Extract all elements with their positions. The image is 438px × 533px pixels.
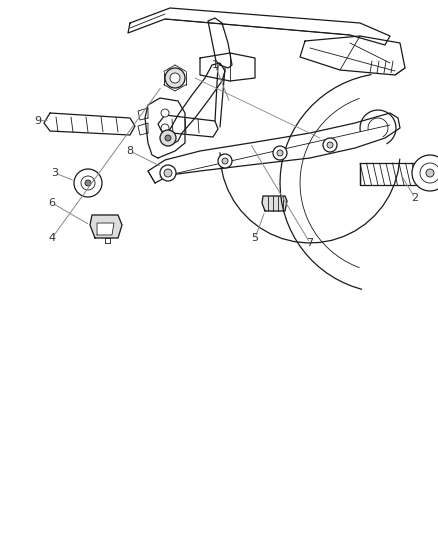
- Circle shape: [161, 124, 169, 132]
- Text: 8: 8: [127, 146, 134, 156]
- Circle shape: [160, 130, 176, 146]
- Polygon shape: [90, 215, 122, 238]
- Circle shape: [273, 146, 287, 160]
- Polygon shape: [200, 53, 255, 81]
- Circle shape: [323, 138, 337, 152]
- Text: 9: 9: [35, 116, 42, 126]
- Circle shape: [165, 68, 185, 88]
- Circle shape: [85, 180, 91, 186]
- Text: 3: 3: [52, 168, 59, 178]
- Polygon shape: [148, 113, 400, 183]
- Circle shape: [222, 158, 228, 164]
- Polygon shape: [44, 113, 135, 135]
- Text: 5: 5: [251, 233, 258, 243]
- Text: 4: 4: [49, 233, 56, 243]
- Polygon shape: [105, 238, 110, 243]
- Text: 6: 6: [49, 198, 56, 208]
- Polygon shape: [138, 123, 148, 135]
- Circle shape: [426, 169, 434, 177]
- Circle shape: [74, 169, 102, 197]
- Polygon shape: [97, 223, 114, 235]
- Circle shape: [412, 155, 438, 191]
- Polygon shape: [128, 8, 390, 45]
- Text: 7: 7: [307, 238, 314, 248]
- Circle shape: [161, 109, 169, 117]
- Circle shape: [277, 150, 283, 156]
- Polygon shape: [138, 108, 148, 120]
- Circle shape: [327, 142, 333, 148]
- Circle shape: [81, 176, 95, 190]
- Polygon shape: [145, 98, 185, 158]
- Circle shape: [165, 135, 171, 141]
- Circle shape: [170, 73, 180, 83]
- Circle shape: [160, 165, 176, 181]
- Polygon shape: [208, 18, 232, 68]
- Polygon shape: [262, 196, 287, 211]
- Text: 1: 1: [212, 60, 219, 70]
- Circle shape: [420, 163, 438, 183]
- Circle shape: [218, 154, 232, 168]
- Polygon shape: [158, 115, 218, 137]
- Circle shape: [164, 169, 172, 177]
- Polygon shape: [162, 63, 225, 145]
- Text: 2: 2: [411, 193, 419, 203]
- Polygon shape: [300, 36, 405, 75]
